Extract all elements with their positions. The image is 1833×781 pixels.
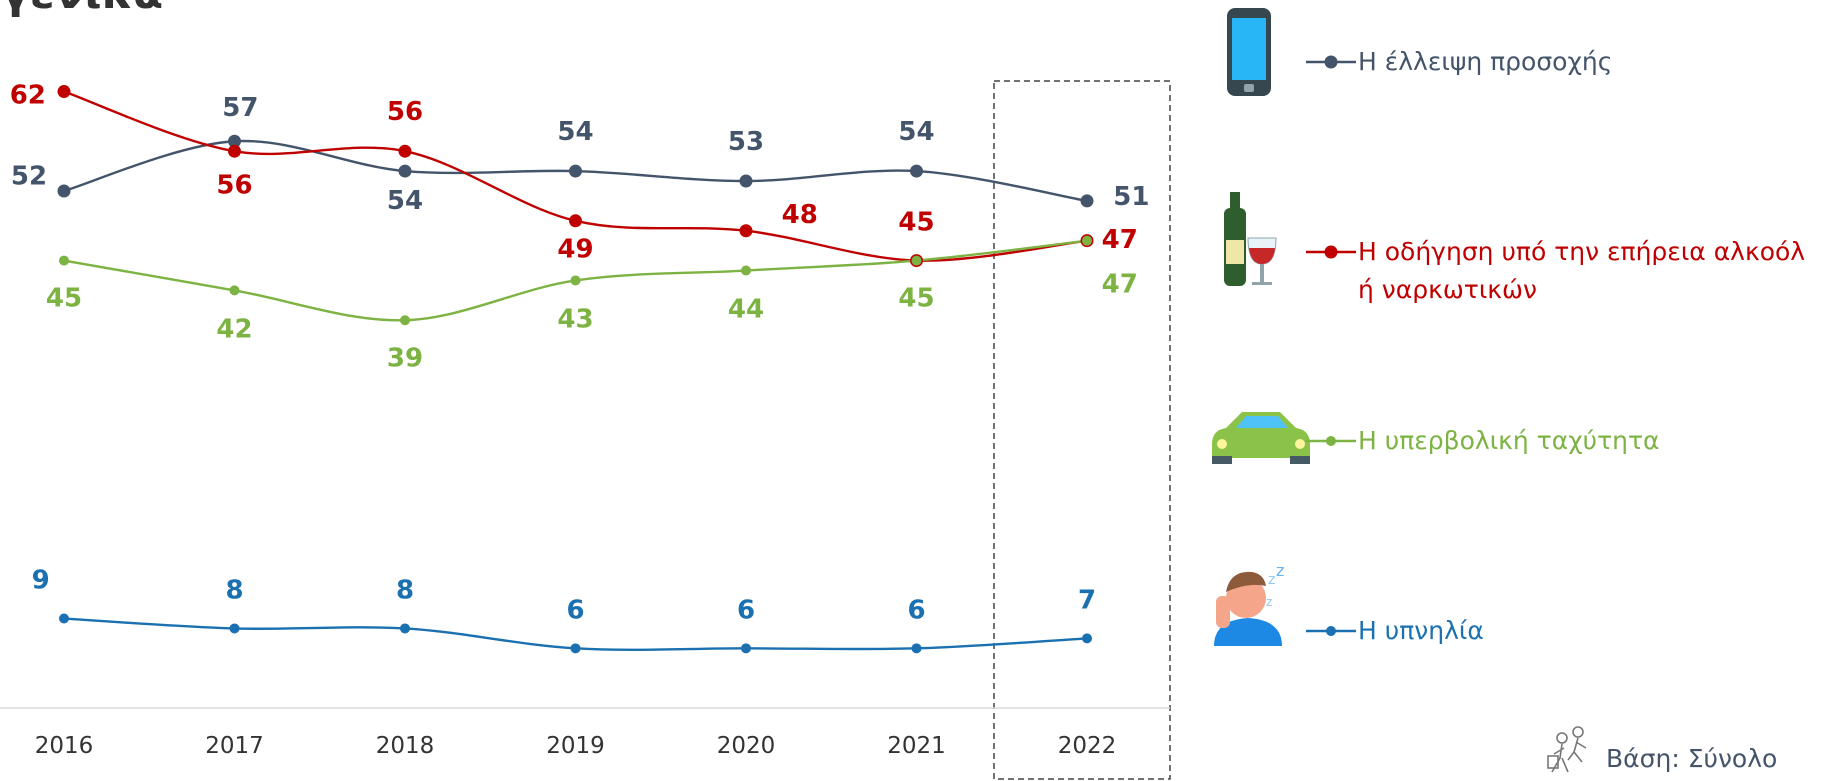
data-label: 47 — [1102, 225, 1138, 255]
legend-label: Η υπνηλία — [1358, 612, 1828, 650]
data-label: 54 — [898, 117, 934, 147]
data-label: 8 — [396, 576, 414, 606]
data-label: 8 — [225, 576, 243, 606]
legend-marker — [1326, 436, 1336, 446]
data-point — [399, 145, 412, 158]
data-label: 45 — [46, 284, 82, 314]
data-label: 45 — [898, 284, 934, 314]
data-label: 9 — [32, 566, 50, 596]
people-icon — [1548, 727, 1586, 772]
x-tick-label: 2017 — [205, 733, 264, 759]
data-point — [228, 145, 241, 158]
data-label: 51 — [1113, 182, 1149, 212]
data-point — [740, 224, 753, 237]
data-label: 45 — [898, 208, 934, 238]
chart-title: γενικά — [0, 0, 163, 19]
legend-item: Η έλλειψη προσοχής — [1306, 43, 1828, 81]
legend-key — [1306, 43, 1358, 81]
data-point — [58, 184, 71, 197]
data-point — [910, 165, 923, 178]
phone-icon — [1227, 8, 1271, 96]
data-point — [399, 165, 412, 178]
legend-key — [1306, 422, 1358, 460]
legend-label: Η οδήγηση υπό την επήρεια αλκοόλ ή ναρκω… — [1358, 233, 1828, 309]
data-label: 56 — [387, 97, 423, 127]
data-label: 57 — [222, 93, 258, 123]
data-point — [740, 175, 753, 188]
data-label: 48 — [782, 200, 818, 230]
x-tick-label: 2021 — [887, 733, 946, 759]
data-point — [59, 614, 69, 624]
legend-item: Η υπερβολική ταχύτητα — [1306, 422, 1828, 460]
legend-key — [1306, 233, 1358, 271]
data-point — [569, 165, 582, 178]
x-tick-label: 2016 — [35, 733, 94, 759]
legend-label: Η έλλειψη προσοχής — [1358, 43, 1828, 81]
legend-item: Η υπνηλία — [1306, 612, 1828, 650]
data-label: 42 — [216, 315, 252, 345]
data-point — [230, 623, 240, 633]
svg-text:z: z — [1276, 561, 1284, 580]
svg-text:z: z — [1268, 572, 1275, 588]
data-point — [1082, 633, 1092, 643]
footnote: Βάση: Σύνολο — [1606, 744, 1777, 773]
data-label: 54 — [387, 186, 423, 216]
data-label: 44 — [728, 295, 764, 325]
legend-marker — [1325, 56, 1338, 69]
data-label: 6 — [907, 595, 925, 625]
wine-icon — [1224, 192, 1276, 286]
data-point — [912, 643, 922, 653]
data-label: 54 — [557, 117, 593, 147]
data-point — [571, 643, 581, 653]
data-label: 39 — [387, 343, 423, 373]
data-point — [912, 256, 922, 266]
page: γενικά zzz 20162017201820192020202120225… — [0, 0, 1833, 781]
data-label: 49 — [557, 235, 593, 265]
data-label: 47 — [1102, 270, 1138, 300]
data-label: 53 — [728, 127, 764, 157]
legend-marker — [1326, 626, 1336, 636]
data-point — [59, 256, 69, 266]
legend-marker — [1325, 246, 1338, 259]
svg-text:z: z — [1266, 595, 1272, 609]
legend-label: Η υπερβολική ταχύτητα — [1358, 422, 1828, 460]
data-label: 56 — [216, 171, 252, 201]
data-point — [230, 285, 240, 295]
x-tick-label: 2018 — [376, 733, 435, 759]
data-point — [400, 623, 410, 633]
data-label: 43 — [557, 305, 593, 335]
data-point — [58, 85, 71, 98]
chart: γενικά zzz 20162017201820192020202120225… — [0, 0, 1833, 781]
legend-key — [1306, 612, 1358, 650]
x-tick-label: 2019 — [546, 733, 605, 759]
data-label: 52 — [11, 161, 47, 191]
legend-item: Η οδήγηση υπό την επήρεια αλκοόλ ή ναρκω… — [1306, 233, 1828, 309]
data-point — [571, 275, 581, 285]
data-point — [1082, 236, 1092, 246]
data-label: 62 — [10, 81, 46, 111]
data-point — [741, 643, 751, 653]
x-tick-label: 2020 — [717, 733, 776, 759]
x-tick-label: 2022 — [1058, 733, 1117, 759]
data-label: 7 — [1078, 586, 1096, 616]
data-label: 6 — [566, 595, 584, 625]
data-point — [741, 266, 751, 276]
data-point — [569, 214, 582, 227]
car-icon — [1212, 412, 1310, 464]
data-point — [1081, 194, 1094, 207]
data-point — [400, 315, 410, 325]
data-label: 6 — [737, 595, 755, 625]
